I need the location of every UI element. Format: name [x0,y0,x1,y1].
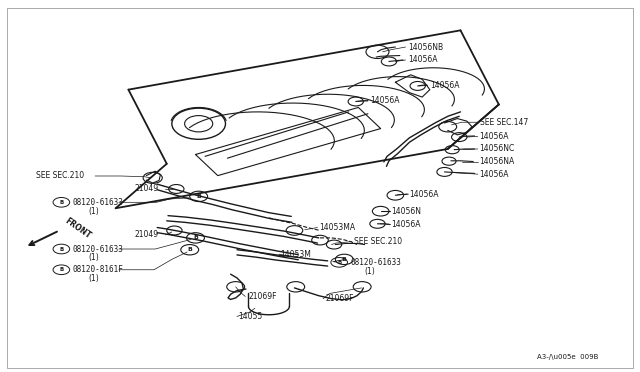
Text: 14056NA: 14056NA [479,157,515,166]
Text: SEE SEC.147: SEE SEC.147 [479,118,528,127]
Text: 14056NB: 14056NB [408,42,444,51]
Text: 14056A: 14056A [479,170,509,179]
Text: 14056A: 14056A [410,190,439,199]
Text: 08120-61633: 08120-61633 [73,244,124,253]
Text: 14056A: 14056A [430,81,460,90]
Text: 14056NC: 14056NC [479,144,515,153]
Text: 14056A: 14056A [392,220,421,229]
Text: 08120-61633: 08120-61633 [73,198,124,207]
Text: A3-/\u005e  009B: A3-/\u005e 009B [537,354,598,360]
Text: B: B [196,194,201,199]
Text: 21069F: 21069F [325,294,354,303]
Text: B: B [193,235,198,240]
Text: B: B [188,247,192,252]
Text: 21069F: 21069F [248,292,277,301]
Text: B: B [337,260,341,265]
Text: 08120-61633: 08120-61633 [351,258,401,267]
Text: 14056A: 14056A [479,132,509,141]
Text: 14053MA: 14053MA [319,223,355,232]
Text: 14053M: 14053M [280,250,311,259]
Text: 08120-8161F: 08120-8161F [73,265,124,274]
Text: (1): (1) [89,274,100,283]
Text: (1): (1) [89,207,100,216]
Text: B: B [342,257,347,262]
Text: 14055: 14055 [238,312,262,321]
Text: B: B [60,247,63,251]
Text: 14056N: 14056N [392,207,422,216]
Text: 21049: 21049 [135,185,159,193]
Text: B: B [60,267,63,272]
Text: B: B [60,200,63,205]
Text: SEE SEC.210: SEE SEC.210 [355,237,403,246]
Text: 14056A: 14056A [370,96,399,105]
Text: (1): (1) [89,253,100,262]
Text: (1): (1) [365,267,376,276]
Text: FRONT: FRONT [63,217,93,241]
Text: SEE SEC.210: SEE SEC.210 [36,171,84,180]
Text: 21049: 21049 [135,230,159,240]
Text: 14056A: 14056A [408,55,438,64]
